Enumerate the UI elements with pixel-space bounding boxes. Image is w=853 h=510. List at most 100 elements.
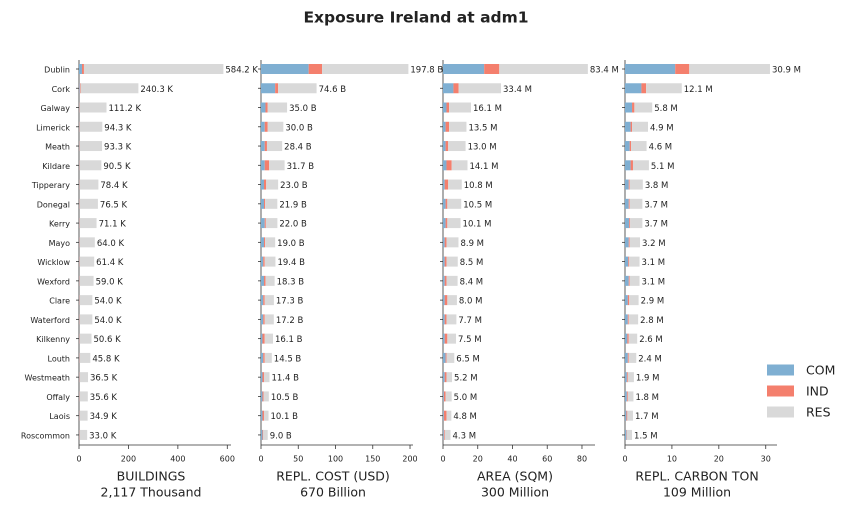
total-label: 54.0 K bbox=[94, 297, 122, 307]
bar-segment bbox=[269, 160, 285, 171]
bar-segment bbox=[443, 314, 445, 325]
total-label: 33.4 M bbox=[503, 85, 532, 95]
bar-segment bbox=[261, 372, 263, 383]
x-tick-label: 80 bbox=[577, 455, 587, 464]
bar-segment bbox=[443, 256, 445, 267]
bar-segment bbox=[447, 295, 457, 306]
bar-segment bbox=[625, 372, 627, 383]
total-label: 19.0 B bbox=[277, 239, 305, 249]
bar-segment bbox=[263, 198, 266, 209]
bar-segment bbox=[262, 410, 264, 421]
x-tick-label: 100 bbox=[328, 455, 343, 464]
x-tick-label: 150 bbox=[365, 455, 380, 464]
bar-segment bbox=[629, 275, 640, 286]
bar-segment bbox=[625, 352, 628, 363]
bar-segment bbox=[444, 295, 448, 306]
bar-segment bbox=[79, 275, 94, 286]
y-tick-label: Louth bbox=[48, 354, 71, 363]
bar-segment bbox=[627, 372, 634, 383]
x-tick-label: 0 bbox=[76, 455, 81, 464]
bar-segment bbox=[263, 295, 265, 306]
y-tick-label: Wexford bbox=[37, 277, 70, 286]
bar-segment bbox=[79, 256, 95, 267]
total-label: 1.5 M bbox=[634, 431, 658, 441]
x-tick-label: 400 bbox=[170, 455, 185, 464]
x-tick-label: 50 bbox=[293, 455, 303, 464]
total-label: 240.3 K bbox=[140, 85, 173, 95]
total-label: 4.9 M bbox=[650, 123, 674, 133]
bar-segment bbox=[625, 121, 631, 132]
bar-segment bbox=[444, 429, 451, 440]
bar-segment bbox=[446, 256, 458, 267]
bar-segment bbox=[630, 218, 643, 229]
bar-segment bbox=[263, 352, 265, 363]
total-label: 19.4 B bbox=[277, 258, 305, 268]
bar-segment bbox=[625, 333, 628, 344]
bar-segment bbox=[629, 218, 631, 229]
bar-segment bbox=[261, 410, 263, 421]
bar-segment bbox=[443, 295, 445, 306]
total-label: 6.5 M bbox=[456, 354, 480, 364]
bar-segment bbox=[444, 179, 449, 190]
bar-segment bbox=[453, 83, 459, 94]
total-label: 4.8 M bbox=[453, 412, 477, 422]
x-axis-total: 300 Million bbox=[481, 485, 549, 500]
y-tick-label: Limerick bbox=[36, 123, 70, 132]
bar-segment bbox=[80, 83, 139, 94]
y-tick-label: Laois bbox=[49, 412, 70, 421]
y-tick-label: Roscommon bbox=[21, 431, 70, 440]
x-tick-label: 20 bbox=[473, 455, 483, 464]
bar-segment bbox=[267, 121, 284, 132]
bar-segment bbox=[263, 372, 270, 383]
total-label: 111.2 K bbox=[108, 104, 141, 114]
total-label: 11.4 B bbox=[271, 374, 299, 384]
y-tick-label: Westmeath bbox=[25, 374, 71, 383]
bar-segment bbox=[261, 198, 264, 209]
y-tick-label: Wicklow bbox=[37, 258, 70, 267]
bar-segment bbox=[445, 391, 452, 402]
bar-segment bbox=[263, 237, 266, 248]
total-label: 50.6 K bbox=[94, 335, 122, 345]
bar-segment bbox=[443, 372, 445, 383]
y-tick-label: Donegal bbox=[37, 200, 70, 209]
bar-segment bbox=[261, 121, 265, 132]
total-label: 5.1 M bbox=[651, 162, 675, 172]
bar-segment bbox=[262, 391, 264, 402]
x-tick-label: 20 bbox=[714, 455, 724, 464]
y-tick-label: Dublin bbox=[44, 66, 70, 75]
bar-segment bbox=[264, 333, 273, 344]
bar-segment bbox=[626, 372, 628, 383]
bar-segment bbox=[451, 160, 468, 171]
bar-segment bbox=[261, 179, 264, 190]
y-tick-label: Galway bbox=[40, 104, 70, 113]
bar-segment bbox=[446, 275, 458, 286]
bar-segment bbox=[625, 218, 630, 229]
bar-segment bbox=[447, 333, 457, 344]
total-label: 93.3 K bbox=[104, 143, 132, 153]
bar-segment bbox=[264, 352, 272, 363]
bar-segment bbox=[444, 237, 447, 248]
bar-segment bbox=[79, 410, 88, 421]
bar-segment bbox=[641, 83, 647, 94]
bar-segment bbox=[79, 314, 93, 325]
bar-segment bbox=[263, 391, 269, 402]
bar-segment bbox=[630, 160, 633, 171]
bar-segment bbox=[627, 410, 633, 421]
total-label: 28.4 B bbox=[284, 143, 312, 153]
total-label: 584.2 K bbox=[225, 66, 258, 76]
total-label: 33.0 K bbox=[89, 431, 117, 441]
total-label: 16.1 B bbox=[275, 335, 303, 345]
bar-segment bbox=[626, 429, 633, 440]
total-label: 13.5 M bbox=[468, 123, 497, 133]
bar-segment bbox=[443, 352, 446, 363]
bar-segment bbox=[449, 121, 467, 132]
total-label: 2.8 M bbox=[640, 316, 664, 326]
total-label: 14.1 M bbox=[469, 162, 498, 172]
bar-segment bbox=[266, 141, 283, 152]
total-label: 5.8 M bbox=[654, 104, 678, 114]
bar-segment bbox=[625, 410, 627, 421]
bar-segment bbox=[626, 391, 628, 402]
bar-segment bbox=[261, 218, 265, 229]
y-tick-label: Clare bbox=[49, 297, 70, 306]
bar-segment bbox=[627, 352, 629, 363]
